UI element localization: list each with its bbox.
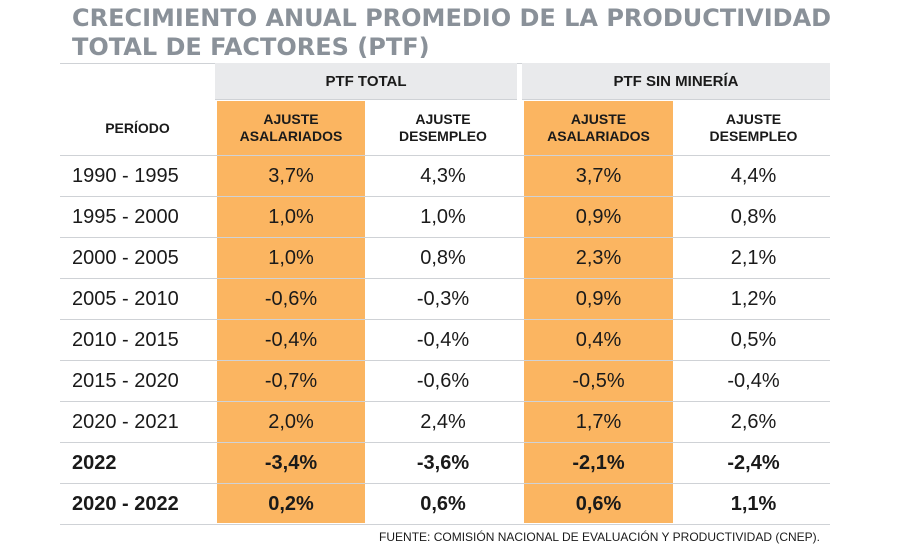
period-cell: 2020 - 2021 (72, 411, 179, 433)
table-row: 1995 - 2000 1,0% 1,0% 0,9% 0,8% (0, 197, 900, 238)
value-cell: 2,0% (268, 411, 314, 433)
value-cell: 2,1% (730, 247, 777, 269)
title-line-1: CRECIMIENTO ANUAL PROMEDIO DE LA PRODUCT… (72, 4, 832, 32)
table-row: 2010 - 2015 -0,4% -0,4% 0,4% 0,5% (0, 320, 900, 361)
period-cell: 1995 - 2000 (72, 206, 179, 228)
table-row: 2020 - 2021 2,0% 2,4% 1,7% 2,6% (0, 402, 900, 443)
row-divider (60, 278, 830, 279)
value-cell: -0,4% (727, 370, 780, 392)
highlight-column-ptf-sin-mineria (524, 101, 673, 523)
value-cell: 0,6% (575, 493, 622, 515)
header-line: DESEMPLEO (709, 128, 798, 144)
header-line: AJUSTE (570, 111, 627, 127)
value-cell: 2,6% (730, 411, 777, 433)
header-line: AJUSTE (725, 111, 782, 127)
value-cell: 1,2% (730, 288, 777, 310)
header-line: AJUSTE (415, 111, 471, 127)
column-header-sin-mineria-desempleo: AJUSTE DESEMPLEO (677, 101, 830, 155)
period-column-header: PERÍODO (105, 120, 170, 136)
row-divider (60, 319, 830, 320)
value-cell: 3,7% (268, 165, 314, 187)
value-cell: -2,4% (727, 452, 780, 474)
value-cell: -0,6% (264, 288, 318, 310)
table-title: CRECIMIENTO ANUAL PROMEDIO DE LA PRODUCT… (72, 4, 872, 62)
value-cell: 0,4% (575, 329, 622, 351)
row-divider (60, 360, 830, 361)
period-cell: 2020 - 2022 (72, 493, 179, 515)
value-cell: 1,1% (730, 493, 777, 515)
value-cell: -0,4% (264, 329, 318, 351)
header-line: DESEMPLEO (399, 128, 487, 144)
period-cell: 2022 (72, 452, 117, 474)
group-header-label: PTF SIN MINERÍA (613, 72, 739, 90)
value-cell: 1,0% (268, 247, 314, 269)
value-cell: -0,5% (572, 370, 625, 392)
value-cell: 0,6% (420, 493, 466, 515)
period-cell: 2000 - 2005 (72, 247, 179, 269)
value-cell: 1,0% (268, 206, 314, 228)
value-cell: -0,3% (416, 288, 470, 310)
value-cell: 4,3% (420, 165, 466, 187)
value-cell: 0,2% (268, 493, 314, 515)
value-cell: 0,8% (420, 247, 466, 269)
row-divider (60, 237, 830, 238)
table-row: 2005 - 2010 -0,6% -0,3% 0,9% 1,2% (0, 279, 900, 320)
value-cell: -3,4% (264, 452, 318, 474)
row-divider (60, 401, 830, 402)
value-cell: -0,7% (264, 370, 318, 392)
value-cell: 2,3% (575, 247, 622, 269)
table-row: 2022 -3,4% -3,6% -2,1% -2,4% (0, 443, 900, 484)
value-cell: 0,9% (575, 288, 622, 310)
title-line-2: TOTAL DE FACTORES (PTF) (72, 33, 430, 61)
period-cell: 2005 - 2010 (72, 288, 179, 310)
row-divider (60, 483, 830, 484)
period-cell: 2010 - 2015 (72, 329, 179, 351)
group-header-ptf-sin-mineria: PTF SIN MINERÍA (522, 63, 830, 100)
header-line: ASALARIADOS (547, 128, 650, 144)
value-cell: 3,7% (575, 165, 622, 187)
row-divider (60, 196, 830, 197)
group-header-ptf-total: PTF TOTAL (215, 63, 517, 100)
row-divider (60, 524, 830, 525)
value-cell: 2,4% (420, 411, 466, 433)
value-cell: -0,6% (416, 370, 470, 392)
value-cell: 0,5% (730, 329, 777, 351)
value-cell: 0,8% (730, 206, 777, 228)
group-header-label: PTF TOTAL (325, 72, 407, 90)
column-header-ptf-total-asalariados: AJUSTE ASALARIADOS (217, 101, 365, 155)
table-row: 2020 - 2022 0,2% 0,6% 0,6% 1,1% (0, 484, 900, 525)
value-cell: -0,4% (416, 329, 470, 351)
header-rule (60, 155, 830, 156)
table-row: 2000 - 2005 1,0% 0,8% 2,3% 2,1% (0, 238, 900, 279)
period-cell: 1990 - 1995 (72, 165, 179, 187)
value-cell: 0,9% (575, 206, 622, 228)
column-header-ptf-total-desempleo: AJUSTE DESEMPLEO (369, 101, 517, 155)
header-line: ASALARIADOS (239, 128, 343, 144)
table-row: 1990 - 1995 3,7% 4,3% 3,7% 4,4% (0, 156, 900, 197)
period-cell: 2015 - 2020 (72, 370, 179, 392)
source-note: FUENTE: COMISIÓN NACIONAL DE EVALUACIÓN … (379, 530, 820, 544)
header-line: AJUSTE (263, 111, 319, 127)
value-cell: 1,0% (420, 206, 466, 228)
value-cell: -3,6% (416, 452, 470, 474)
highlight-column-ptf-total (217, 101, 365, 523)
row-divider (60, 442, 830, 443)
column-header-sin-mineria-asalariados: AJUSTE ASALARIADOS (524, 101, 673, 155)
value-cell: -2,1% (572, 452, 625, 474)
table-row: 2015 - 2020 -0,7% -0,6% -0,5% -0,4% (0, 361, 900, 402)
value-cell: 1,7% (575, 411, 622, 433)
value-cell: 4,4% (730, 165, 777, 187)
